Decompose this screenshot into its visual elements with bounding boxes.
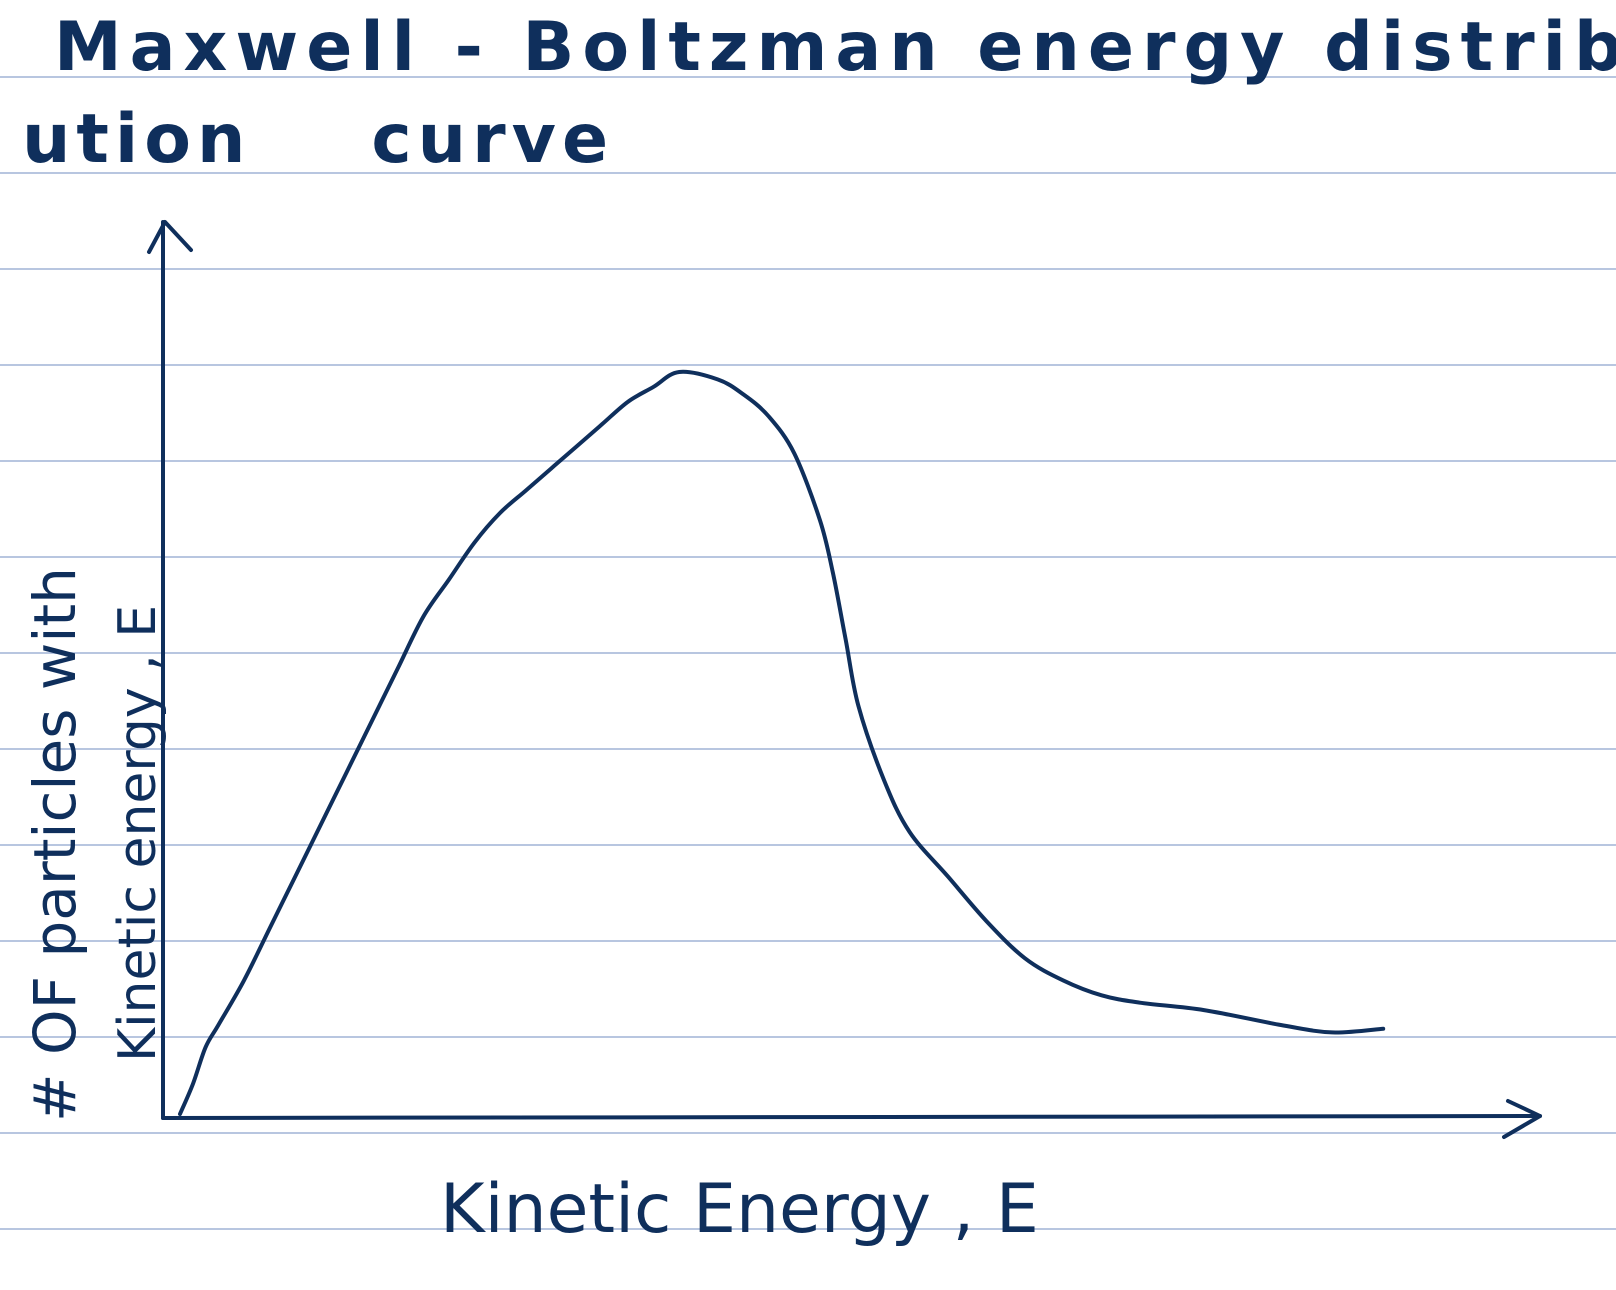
ruled-line bbox=[0, 1132, 1616, 1134]
y-axis-arrowhead bbox=[147, 220, 193, 254]
ruled-line bbox=[0, 748, 1616, 750]
ruled-line bbox=[0, 172, 1616, 174]
ruled-line bbox=[0, 844, 1616, 846]
ruled-line bbox=[0, 1036, 1616, 1038]
chart-title-line-2-part-a: ution bbox=[22, 100, 252, 179]
ruled-line bbox=[0, 364, 1616, 366]
ruled-line bbox=[0, 652, 1616, 654]
y-axis-label-line-2: Kinetic energy , E bbox=[108, 605, 168, 1062]
x-axis-label: Kinetic Energy , E bbox=[440, 1170, 1039, 1249]
ruled-line bbox=[0, 460, 1616, 462]
chart-title-line-1: Maxwell - Boltzman energy distrib bbox=[54, 8, 1616, 87]
ruled-line bbox=[0, 1228, 1616, 1230]
x-axis-arrowhead bbox=[1502, 1099, 1542, 1139]
x-axis-line bbox=[161, 1114, 1542, 1120]
distribution-curve bbox=[178, 369, 1386, 1116]
ruled-line bbox=[0, 268, 1616, 270]
y-axis-label-group: # OF particles with Kinetic energy , E bbox=[21, 567, 168, 1122]
chart-title-line-2-part-b: curve bbox=[371, 100, 615, 179]
y-axis-label-line-1: # OF particles with bbox=[21, 567, 89, 1122]
ruled-line bbox=[0, 76, 1616, 78]
chart-title-line-2: ution curve bbox=[22, 100, 614, 179]
ruled-line bbox=[0, 556, 1616, 558]
ruled-line bbox=[0, 940, 1616, 942]
